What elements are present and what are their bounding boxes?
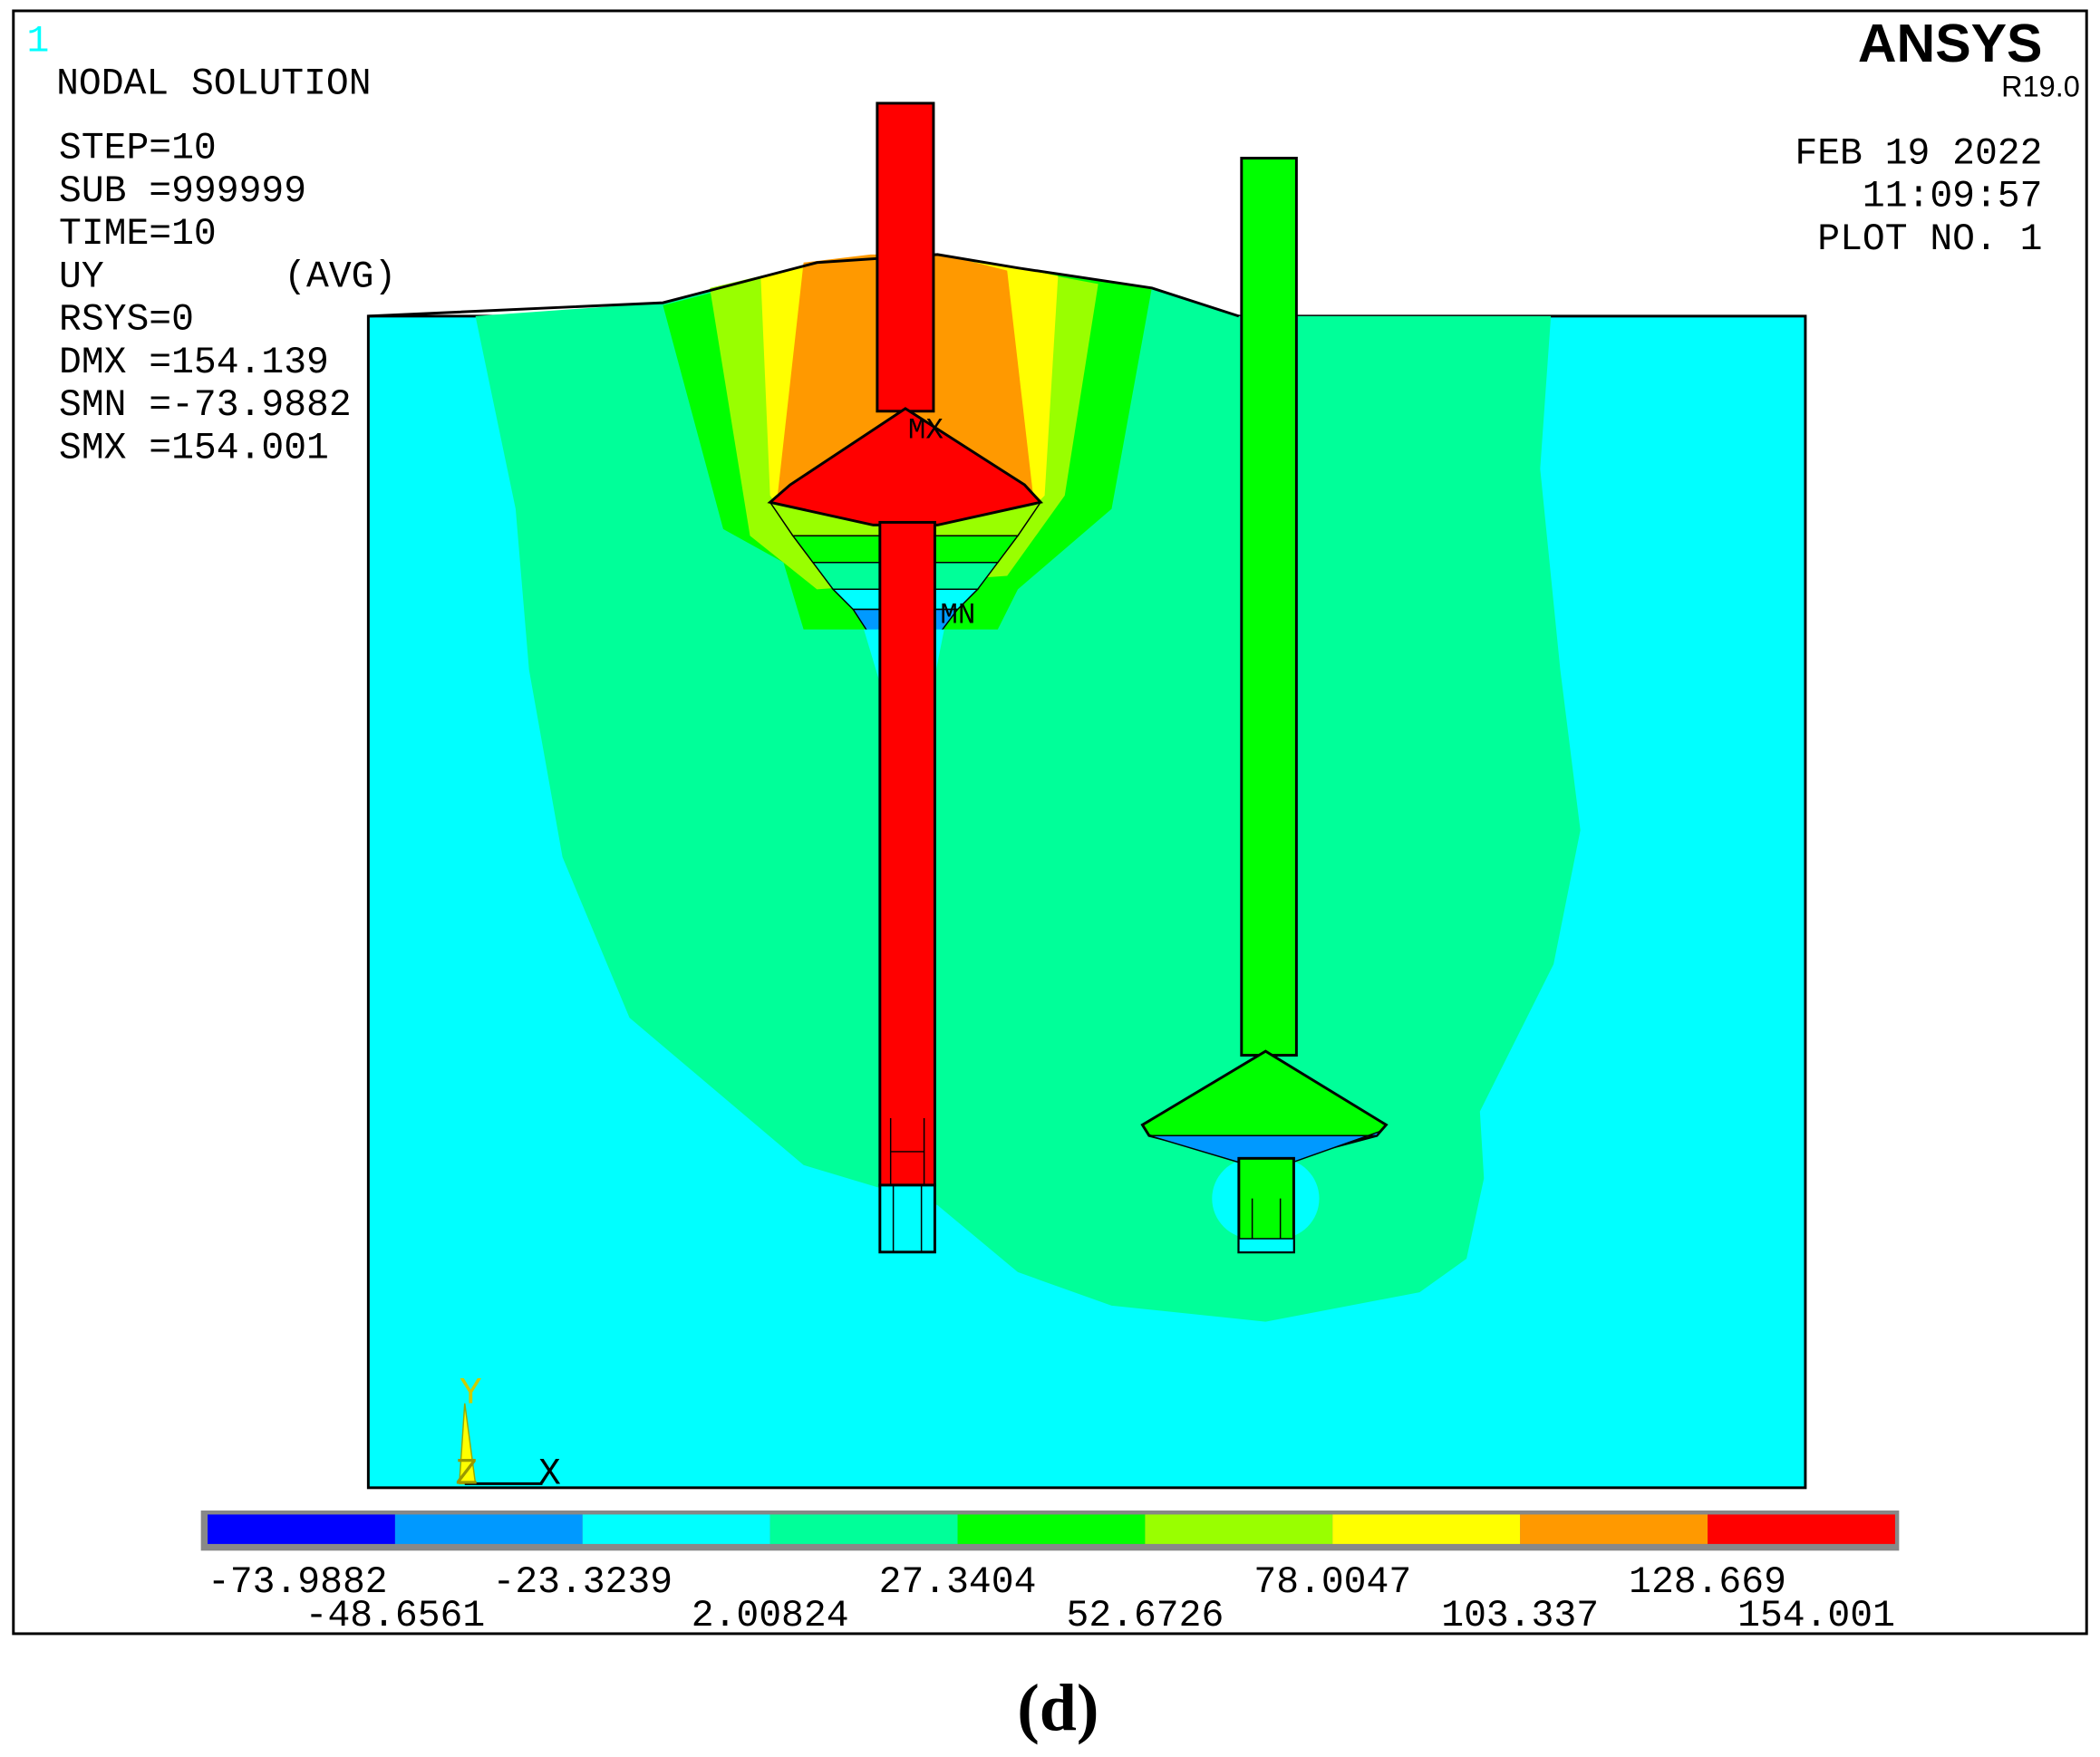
legend-swatch (769, 1514, 958, 1544)
legend-swatch (1520, 1514, 1708, 1544)
info-line: SMX =154.001 (59, 429, 329, 470)
legend-label: 154.001 (1737, 1596, 1895, 1637)
plot-number: PLOT NO. 1 (1817, 219, 2042, 261)
legend-swatch (208, 1514, 395, 1544)
info-line: DMX =154.139 (59, 343, 329, 384)
pile-detail (1251, 1198, 1282, 1239)
caption: (d) (1017, 1670, 1098, 1744)
legend-label: 128.669 (1629, 1562, 1786, 1604)
plot-title: NODAL SOLUTION (56, 64, 371, 106)
info-line: TIME=10 (59, 214, 217, 256)
legend: -73.9882-48.6561-23.3239 2.00824 27.3404 52… (208, 1514, 1895, 1637)
pile-shaft (876, 101, 935, 413)
pile-tip (878, 1183, 936, 1254)
info-line: UY (AVG) (59, 256, 396, 298)
legend-swatch (394, 1514, 583, 1544)
legend-swatch (1708, 1514, 1895, 1544)
legend-swatch (1332, 1514, 1521, 1544)
window-number: 1 (27, 21, 50, 63)
info-line: STEP=10 (59, 129, 217, 170)
axis-label: Z (455, 1453, 478, 1495)
legend-swatch (1145, 1514, 1333, 1544)
pile-disc-under (1148, 1130, 1381, 1163)
min-marker: MN (940, 598, 975, 632)
deformed-surface (368, 253, 1240, 318)
legend-label: 27.3404 (879, 1562, 1037, 1604)
legend-label: -73.9882 (208, 1562, 388, 1604)
info-line: SUB =999999 (59, 171, 306, 213)
legend-label: 78.0047 (1253, 1562, 1411, 1604)
legend-label: 52.6726 (1067, 1596, 1224, 1637)
version: R19.0 (2001, 71, 2080, 103)
info-line: SMN =-73.9882 (59, 385, 352, 427)
axis-label: Y (460, 1374, 482, 1415)
legend-label: -48.6561 (305, 1596, 486, 1637)
logo: ANSYS (1858, 13, 2043, 73)
axis-label: X (538, 1453, 561, 1495)
pile-shaft (878, 520, 936, 1187)
date: FEB 19 2022 (1795, 133, 2042, 175)
legend-label: 103.337 (1441, 1596, 1599, 1637)
pile-detail (889, 1118, 925, 1252)
info-line: RSYS=0 (59, 300, 194, 342)
pile-tip (1238, 1238, 1295, 1253)
legend-label: -23.3239 (493, 1562, 673, 1604)
time: 11:09:57 (1863, 177, 2043, 218)
legend-label: 2.00824 (692, 1596, 849, 1637)
legend-swatch (957, 1514, 1146, 1544)
legend-swatch (582, 1514, 770, 1544)
max-marker: MX (908, 413, 944, 447)
pile-shaft (1240, 157, 1298, 1057)
